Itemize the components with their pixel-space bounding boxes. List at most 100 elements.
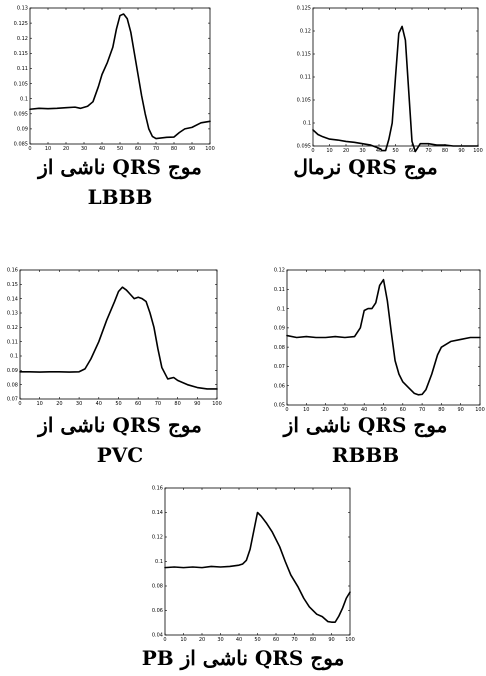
y-tick-label: 0.11 — [7, 339, 18, 345]
chart-lbbb: 0 10 20 30 40 50 60 70 80 90 100 0.085 0.09 0.095 0.1 0… — [0, 0, 240, 210]
y-tick-label: 0.13 — [17, 6, 28, 12]
y-tick-label: 0.1 — [155, 559, 163, 565]
x-tick-label: 60 — [135, 146, 141, 152]
y-tick-label: 0.085 — [14, 142, 28, 148]
x-tick-label: 100 — [205, 146, 215, 152]
x-tick-label: 50 — [254, 637, 260, 643]
x-tick-label: 70 — [425, 148, 431, 154]
y-tick-label: 0.1 — [10, 354, 18, 360]
y-tick-label: 0.1 — [303, 121, 311, 127]
chart-pb-caption: موج QRS ناشی از PB — [120, 643, 366, 673]
x-tick-label: 0 — [18, 401, 21, 407]
chart-pb-plot: 0 10 20 30 40 50 60 70 80 90 100 0.04 0.06 0.08 0.1 0.1… — [152, 486, 355, 643]
y-tick-label: 0.09 — [274, 326, 285, 332]
x-tick-label: 10 — [303, 407, 309, 413]
x-tick-label: 30 — [217, 637, 223, 643]
y-tick-label: 0.12 — [17, 36, 28, 42]
x-tick-label: 90 — [328, 637, 334, 643]
x-tick-label: 0 — [285, 407, 288, 413]
x-tick-label: 30 — [342, 407, 348, 413]
plot-frame — [29, 7, 211, 145]
series-line — [164, 511, 351, 623]
y-tick-label: 0.12 — [274, 268, 285, 274]
plot-frame — [19, 269, 218, 400]
x-tick-label: 30 — [76, 401, 82, 407]
y-tick-label: 0.04 — [152, 633, 163, 639]
x-tick-label: 10 — [180, 637, 186, 643]
y-tick-label: 0.14 — [152, 510, 163, 516]
x-tick-label: 40 — [361, 407, 367, 413]
y-tick-label: 0.09 — [17, 127, 28, 133]
y-tick-label: 0.125 — [14, 21, 28, 27]
y-tick-label: 0.115 — [297, 52, 311, 58]
chart-lbbb-caption-line2: LBBB — [87, 185, 153, 209]
x-tick-label: 80 — [171, 146, 177, 152]
x-tick-label: 20 — [199, 637, 205, 643]
x-tick-label: 0 — [311, 148, 314, 154]
chart-rbbb-plot: 0 10 20 30 40 50 60 70 80 90 100 0.05 0.06 0.07 0.08 0.… — [274, 268, 485, 413]
chart-pvc-caption-line2: PVC — [96, 443, 144, 467]
x-tick-label: 70 — [419, 407, 425, 413]
y-tick-label: 0.07 — [7, 397, 18, 403]
x-tick-label: 40 — [96, 401, 102, 407]
x-tick-label: 60 — [273, 637, 279, 643]
y-tick-label: 0.16 — [7, 268, 18, 274]
series-line — [29, 13, 211, 140]
y-tick-label: 0.14 — [7, 296, 18, 302]
y-tick-label: 0.11 — [17, 66, 28, 72]
y-tick-label: 0.08 — [274, 345, 285, 351]
x-tick-label: 100 — [212, 401, 222, 407]
y-tick-label: 0.11 — [274, 287, 285, 293]
x-tick-label: 60 — [400, 407, 406, 413]
x-tick-label: 30 — [81, 146, 87, 152]
chart-lbbb-plot: 0 10 20 30 40 50 60 70 80 90 1000.0850.090.0950.10… — [14, 6, 215, 152]
x-tick-label: 10 — [37, 401, 43, 407]
x-tick-label: 90 — [189, 146, 195, 152]
x-tick-label: 50 — [392, 148, 398, 154]
chart-rbbb-caption: موج QRS ناشی از RBBB — [245, 410, 486, 470]
series-line — [312, 25, 479, 153]
x-tick-label: 70 — [155, 401, 161, 407]
series-line — [286, 278, 481, 396]
x-tick-label: 80 — [310, 637, 316, 643]
y-tick-label: 0.08 — [7, 382, 18, 388]
x-tick-label: 10 — [326, 148, 332, 154]
x-tick-label: 50 — [115, 401, 121, 407]
chart-pvc: 0 10 20 30 40 50 60 70 80 90 100 0.07 0.08 0.09 0.1 0.1… — [0, 265, 240, 475]
x-tick-label: 80 — [174, 401, 180, 407]
chart-lbbb-caption: موج QRS ناشی از LBBB — [0, 152, 240, 212]
y-tick-label: 0.12 — [7, 325, 18, 331]
x-tick-label: 0 — [163, 637, 166, 643]
x-tick-label: 60 — [409, 148, 415, 154]
chart-rbbb-caption-line2: RBBB — [331, 443, 400, 467]
y-tick-label: 0.1 — [277, 306, 285, 312]
y-tick-label: 0.11 — [300, 75, 311, 81]
chart-pvc-plot: 0 10 20 30 40 50 60 70 80 90 100 0.07 0.08 0.09 0.1 0.1… — [7, 268, 222, 407]
chart-pvc-caption-line1: موج QRS ناشی از — [38, 413, 202, 437]
y-tick-label: 0.105 — [14, 81, 28, 87]
chart-normal-caption-line1: موج QRS نرمال — [293, 155, 438, 179]
x-tick-label: 100 — [473, 148, 483, 154]
chart-rbbb-caption-line1: موج QRS ناشی از — [283, 413, 448, 437]
x-tick-label: 50 — [117, 146, 123, 152]
chart-pvc-caption: موج QRS ناشی از PVC — [0, 410, 240, 470]
y-tick-label: 0.115 — [14, 51, 28, 57]
chart-pb: 0 10 20 30 40 50 60 70 80 90 100 0.04 0.06 0.08 0.1 0.1… — [120, 483, 366, 676]
x-tick-label: 100 — [475, 407, 485, 413]
x-tick-label: 90 — [194, 401, 200, 407]
y-tick-label: 0.105 — [297, 98, 311, 104]
y-tick-label: 0.095 — [14, 111, 28, 117]
y-tick-label: 0.07 — [274, 364, 285, 370]
x-tick-label: 40 — [236, 637, 242, 643]
x-tick-label: 80 — [442, 148, 448, 154]
x-tick-label: 60 — [135, 401, 141, 407]
x-tick-label: 40 — [376, 148, 382, 154]
x-tick-label: 10 — [45, 146, 51, 152]
chart-lbbb-caption-line1: موج QRS ناشی از — [38, 155, 202, 179]
y-tick-label: 0.05 — [274, 403, 285, 409]
x-tick-label: 90 — [458, 148, 464, 154]
x-tick-label: 100 — [345, 637, 355, 643]
chart-normal-plot: 0 10 20 30 40 50 60 70 80 90 100 0.095 0.1 0.105 0.11 0… — [297, 6, 483, 154]
chart-pb-caption-line1: موج QRS ناشی از PB — [141, 646, 345, 670]
y-tick-label: 0.08 — [152, 584, 163, 590]
